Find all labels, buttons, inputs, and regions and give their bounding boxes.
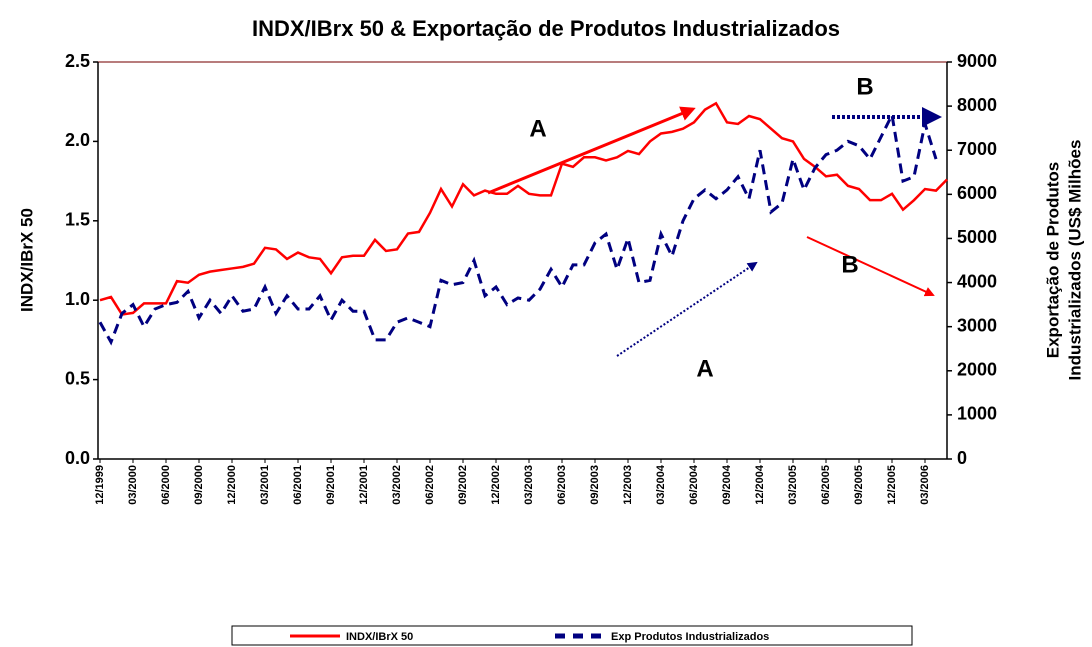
- y2-tick-label: 4000: [957, 271, 997, 291]
- x-tick-label: 12/2000: [226, 465, 238, 505]
- x-tick-label: 06/2002: [424, 465, 436, 505]
- y-tick-label: 1.5: [65, 210, 90, 230]
- annotation: B: [841, 251, 858, 278]
- y2-tick-label: 0: [957, 448, 967, 468]
- legend-label: Exp Produtos Industrializados: [611, 631, 769, 643]
- x-tick-label: 12/2005: [886, 465, 898, 505]
- y2-tick-label: 8000: [957, 95, 997, 115]
- legend-label: INDX/IBrX 50: [346, 631, 413, 643]
- x-tick-label: 12/2002: [490, 465, 502, 505]
- x-tick-label: 09/2004: [721, 464, 733, 505]
- x-tick-label: 03/2000: [127, 465, 139, 505]
- x-tick-label: 06/2003: [556, 465, 568, 505]
- x-tick-label: 09/2003: [589, 465, 601, 505]
- y2-tick-label: 2000: [957, 360, 997, 380]
- x-tick-label: 12/2004: [754, 464, 766, 505]
- x-tick-label: 09/2002: [457, 465, 469, 505]
- x-tick-label: 03/2001: [259, 465, 271, 505]
- y2-tick-label: 3000: [957, 315, 997, 335]
- annotation: A: [696, 355, 713, 382]
- chart-title: INDX/IBrx 50 & Exportação de Produtos In…: [252, 16, 840, 41]
- y2-tick-label: 5000: [957, 227, 997, 247]
- y2-axis-label: Industrializados (US$ Milhões: [1065, 140, 1084, 381]
- y-tick-label: 1.0: [65, 289, 90, 309]
- y2-axis-label: Exportação de Produtos: [1043, 162, 1062, 358]
- y2-tick-label: 6000: [957, 183, 997, 203]
- y-axis-label: INDX/IBrX 50: [17, 208, 36, 312]
- annotation: A: [529, 115, 546, 142]
- y-tick-label: 2.5: [65, 51, 90, 71]
- y-tick-label: 0.0: [65, 448, 90, 468]
- x-tick-label: 03/2002: [391, 465, 403, 505]
- series-line: [99, 101, 948, 316]
- y2-tick-label: 9000: [957, 51, 997, 71]
- x-tick-label: 12/1999: [94, 465, 106, 505]
- x-tick-label: 06/2001: [292, 465, 304, 505]
- x-tick-label: 03/2003: [523, 465, 535, 505]
- x-tick-label: 03/2005: [787, 465, 799, 505]
- arrow: [487, 106, 696, 195]
- y-tick-label: 0.5: [65, 368, 90, 388]
- x-tick-label: 06/2004: [688, 464, 700, 505]
- arrow: [806, 236, 935, 297]
- y-tick-label: 2.0: [65, 130, 90, 150]
- x-tick-label: 06/2000: [160, 465, 172, 505]
- x-tick-label: 09/2000: [193, 465, 205, 505]
- x-tick-label: 09/2001: [325, 465, 337, 505]
- y2-tick-label: 1000: [957, 404, 997, 424]
- y2-tick-label: 7000: [957, 139, 997, 159]
- x-tick-label: 09/2005: [853, 465, 865, 505]
- x-tick-label: 03/2006: [919, 465, 931, 505]
- x-tick-label: 12/2001: [358, 465, 370, 505]
- series-line: [98, 110, 938, 346]
- x-tick-label: 12/2003: [622, 465, 634, 505]
- legend: [231, 625, 913, 646]
- x-tick-label: 06/2005: [820, 465, 832, 505]
- annotation: B: [856, 73, 873, 100]
- x-tick-label: 03/2004: [655, 464, 667, 505]
